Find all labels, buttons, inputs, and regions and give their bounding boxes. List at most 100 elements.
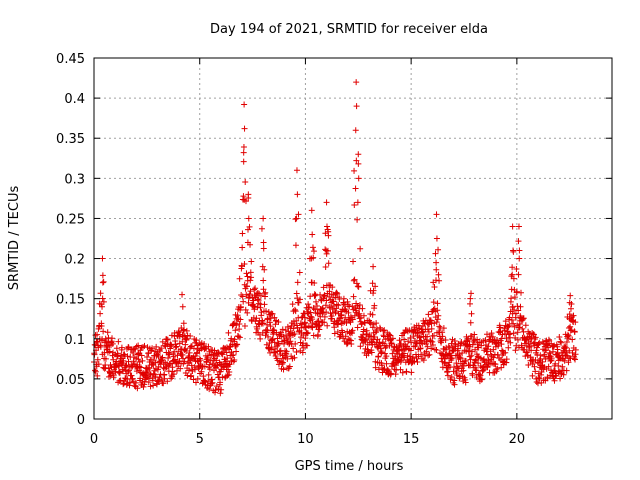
data-point — [400, 350, 407, 357]
x-tick-label: 5 — [196, 432, 204, 447]
data-point — [258, 309, 265, 316]
data-point — [302, 324, 309, 331]
data-point — [230, 320, 237, 327]
data-point — [246, 291, 253, 298]
data-point — [509, 271, 516, 278]
data-point — [460, 362, 467, 369]
data-point — [251, 306, 258, 313]
data-point — [433, 346, 440, 353]
data-point — [275, 340, 282, 347]
data-point — [401, 336, 408, 343]
data-point — [154, 366, 161, 373]
data-point — [124, 368, 131, 375]
data-point — [149, 360, 156, 367]
data-point — [408, 339, 415, 346]
data-point — [340, 301, 347, 308]
data-point — [257, 335, 264, 342]
data-point — [367, 320, 374, 327]
data-point — [497, 328, 504, 335]
data-point — [546, 350, 553, 357]
data-point — [544, 375, 551, 382]
data-point — [439, 333, 446, 340]
data-point — [293, 167, 300, 174]
data-point — [138, 352, 145, 359]
data-point — [344, 298, 351, 305]
data-point — [97, 342, 104, 349]
data-point — [499, 331, 506, 338]
data-point — [265, 333, 272, 340]
data-point — [135, 356, 142, 363]
data-point — [251, 303, 258, 310]
data-point — [353, 103, 360, 110]
data-point — [572, 356, 579, 363]
data-point — [466, 347, 473, 354]
y-tick-label: 0.45 — [56, 52, 85, 67]
data-point — [424, 343, 431, 350]
data-point — [426, 351, 433, 358]
data-point — [514, 329, 521, 336]
data-point — [278, 333, 285, 340]
data-point — [516, 320, 523, 327]
data-point — [192, 379, 199, 386]
data-point — [519, 325, 526, 332]
data-point — [177, 365, 184, 372]
data-point — [399, 369, 406, 376]
data-point — [354, 199, 361, 206]
data-point — [333, 301, 340, 308]
data-point — [217, 379, 224, 386]
data-point — [327, 310, 334, 317]
data-point — [420, 357, 427, 364]
data-point — [381, 327, 388, 334]
data-point — [242, 179, 249, 186]
data-point — [144, 354, 151, 361]
y-tick-label: 0.2 — [64, 253, 85, 268]
data-point — [478, 376, 485, 383]
chart-title: Day 194 of 2021, SRMTID for receiver eld… — [210, 22, 488, 37]
data-point — [572, 319, 579, 326]
data-point — [212, 387, 219, 394]
data-point — [338, 312, 345, 319]
data-point — [335, 302, 342, 309]
data-point — [355, 175, 362, 182]
data-point — [190, 345, 197, 352]
data-point — [166, 351, 173, 358]
data-point — [439, 329, 446, 336]
data-point — [515, 307, 522, 314]
data-point — [397, 358, 404, 365]
data-point — [156, 348, 163, 355]
data-point — [257, 292, 264, 299]
data-point — [197, 341, 204, 348]
data-point — [510, 330, 517, 337]
data-point — [240, 193, 247, 200]
data-point — [214, 371, 221, 378]
data-point — [352, 127, 359, 134]
data-point — [231, 336, 238, 343]
data-point — [291, 321, 298, 328]
data-point — [205, 343, 212, 350]
data-point — [188, 372, 195, 379]
data-point — [236, 326, 243, 333]
data-point — [224, 355, 231, 362]
data-point — [236, 334, 243, 341]
data-point — [480, 366, 487, 373]
data-point — [259, 263, 266, 270]
data-point — [100, 278, 107, 285]
data-point — [225, 329, 232, 336]
data-point — [187, 373, 194, 380]
data-point — [351, 202, 358, 209]
data-point — [408, 369, 415, 376]
data-point — [284, 355, 291, 362]
data-point — [569, 349, 576, 356]
data-point — [409, 354, 416, 361]
data-point — [407, 347, 414, 354]
data-point — [248, 258, 255, 265]
data-point — [432, 250, 439, 257]
data-point — [246, 223, 253, 230]
data-point — [365, 350, 372, 357]
data-point — [97, 310, 104, 317]
data-point — [433, 319, 440, 326]
data-point — [137, 375, 144, 382]
data-point — [100, 298, 107, 305]
data-point — [570, 312, 577, 319]
